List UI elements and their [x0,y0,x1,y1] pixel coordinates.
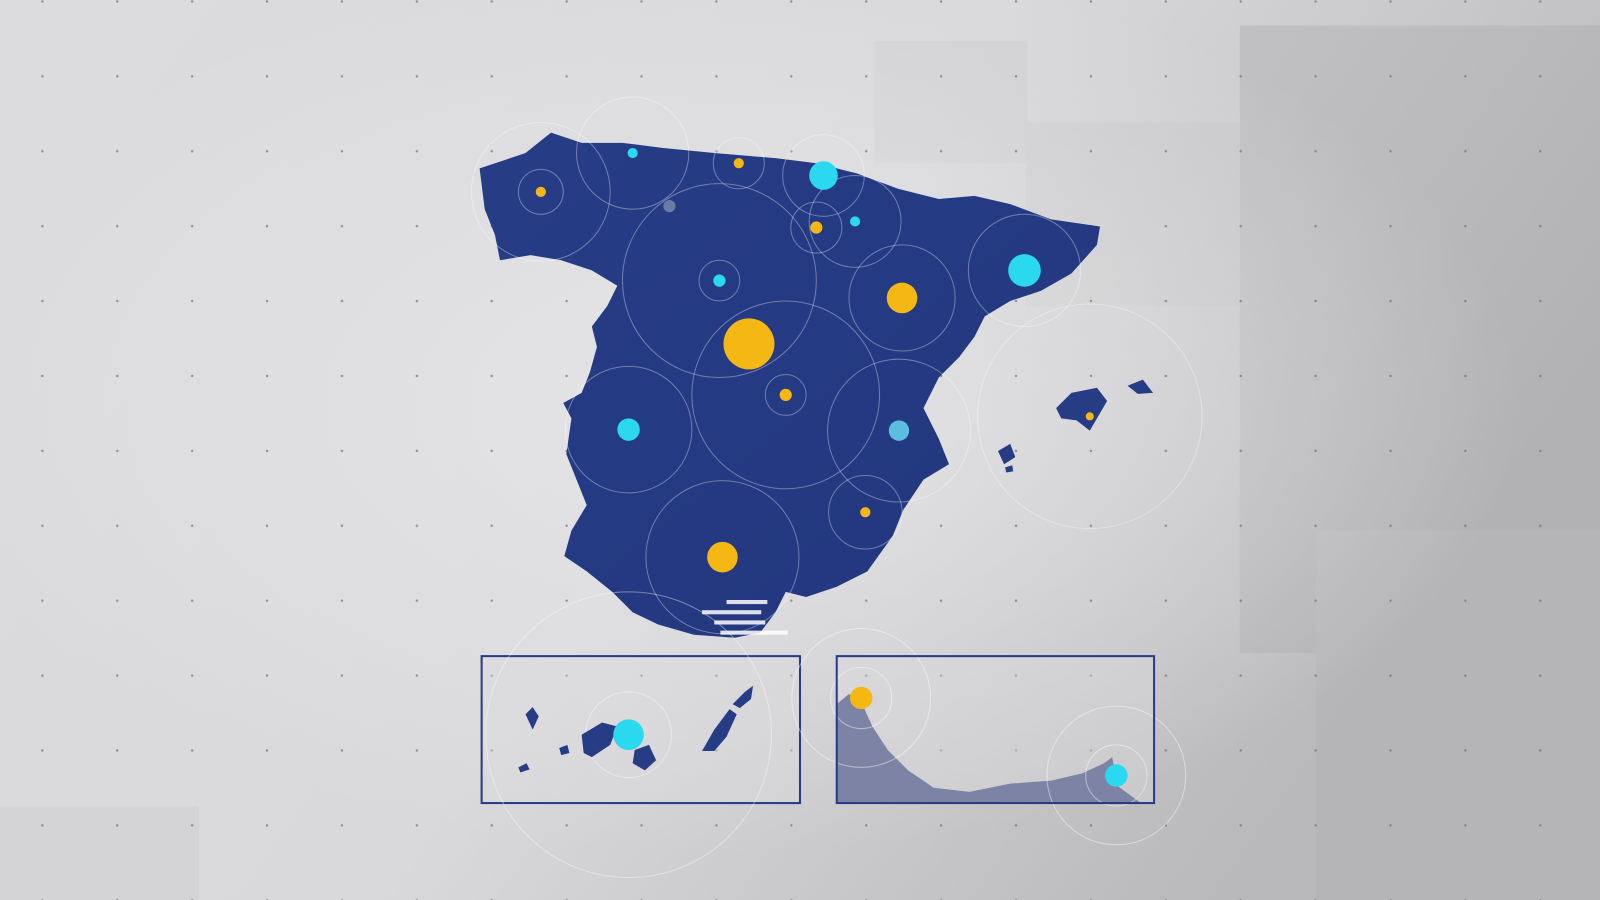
strait-bars [702,600,788,635]
range-rings [470,96,1203,635]
markers [535,147,1094,573]
balearic-islands [997,379,1154,473]
mainland [479,132,1101,638]
canary-inset [480,591,802,879]
ceuta-melilla-inset [791,628,1187,846]
